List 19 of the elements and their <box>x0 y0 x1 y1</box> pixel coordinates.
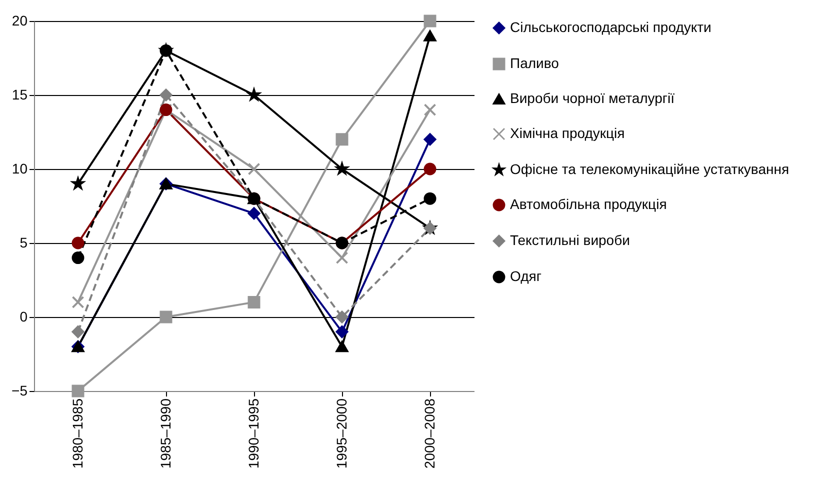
y-tick-label: 0 <box>20 308 28 324</box>
legend-label: Паливо <box>510 55 560 71</box>
y-tick-label: 15 <box>12 86 28 102</box>
x-tick-label: 1995–2000 <box>334 398 350 469</box>
y-tick-label: 5 <box>20 234 28 250</box>
legend-label: Вироби чорної металургії <box>510 90 675 106</box>
legend-label: Офісне та телекомунікаційне устаткування <box>510 161 790 177</box>
legend-label: Сільськогосподарські продукти <box>510 19 712 35</box>
x-tick-label: 1990–1995 <box>246 398 262 469</box>
legend-label: Хімічна продукція <box>510 125 625 141</box>
y-tick-label: 20 <box>12 12 28 28</box>
legend-label: Текстильні вироби <box>510 232 630 248</box>
legend-label: Одяг <box>510 268 542 284</box>
x-tick-label: 1985–1990 <box>158 398 174 469</box>
x-tick-label: 2000–2008 <box>422 398 438 469</box>
legend-label: Автомобільна продукція <box>510 196 667 212</box>
y-tick-label: 10 <box>12 160 28 176</box>
x-tick-label: 1980–1985 <box>70 398 86 469</box>
y-tick-label: −5 <box>12 382 28 398</box>
